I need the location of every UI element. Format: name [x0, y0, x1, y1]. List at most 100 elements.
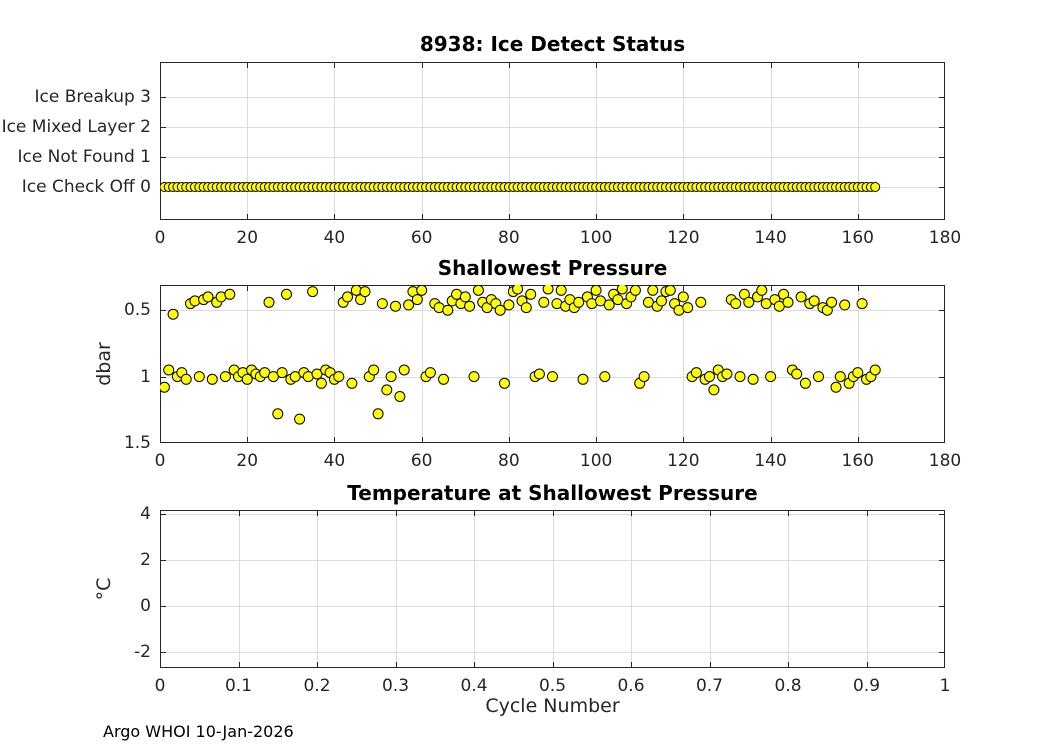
data-point-marker — [765, 371, 777, 383]
data-point-marker — [464, 300, 476, 312]
data-point-marker — [342, 291, 353, 303]
temperature-ylabel: °C — [93, 577, 115, 601]
data-point-marker — [160, 381, 170, 393]
x-tick-label: 160 — [841, 228, 874, 248]
data-point-marker — [870, 182, 881, 192]
data-point-marker — [647, 285, 659, 296]
axes-area-2 — [160, 510, 945, 668]
data-point-marker — [512, 285, 524, 295]
x-tick-label: 20 — [236, 451, 259, 471]
x-tick-label: 60 — [410, 451, 433, 471]
data-point-marker — [472, 285, 484, 296]
data-point-marker — [708, 384, 720, 396]
cycle-number-xlabel: Cycle Number — [485, 695, 620, 717]
x-tick-label: 180 — [928, 451, 962, 471]
data-point-marker — [533, 368, 545, 380]
series-shallowest-pressure-dbar — [160, 285, 881, 425]
y-tick-label: 1 — [140, 366, 151, 387]
x-tick-label: 0.5 — [538, 676, 567, 696]
axes-box — [160, 285, 945, 443]
data-point-marker — [499, 377, 510, 389]
data-point-marker — [538, 296, 550, 308]
data-point-marker — [599, 371, 611, 383]
data-point-marker — [690, 367, 702, 379]
data-point-marker — [503, 299, 515, 311]
data-point-marker — [202, 291, 214, 303]
data-point-marker — [359, 286, 371, 298]
x-tick-label: 140 — [754, 451, 787, 471]
x-tick-label: 1 — [939, 676, 951, 696]
x-tick-label: 160 — [841, 451, 874, 471]
x-tick-label: 120 — [667, 228, 700, 248]
x-tick-label: 0.7 — [695, 676, 724, 696]
data-point-marker — [438, 373, 449, 385]
data-point-marker — [682, 302, 694, 314]
x-tick-label: 0 — [154, 451, 166, 471]
data-point-marker — [442, 304, 454, 316]
data-point-marker — [263, 296, 275, 308]
data-point-marker — [813, 371, 824, 383]
data-point-marker — [677, 291, 689, 303]
x-tick-label: 0.4 — [460, 676, 488, 696]
temperature-title: Temperature at Shallowest Pressure — [347, 481, 758, 505]
x-tick-label: 60 — [410, 228, 433, 248]
data-point-marker — [520, 302, 532, 314]
data-point-marker — [721, 368, 733, 380]
grid-lines — [160, 62, 945, 220]
data-point-marker — [241, 373, 253, 385]
data-point-marker — [376, 298, 388, 310]
x-tick-label: 40 — [323, 228, 346, 248]
x-tick-label: 80 — [498, 228, 520, 248]
data-point-marker — [638, 371, 650, 383]
data-point-marker — [307, 286, 319, 298]
data-point-marker — [276, 367, 288, 379]
shallowest-pressure-title: Shallowest Pressure — [437, 256, 668, 280]
data-point-marker — [695, 296, 707, 308]
axes-box — [160, 510, 945, 668]
data-point-marker — [743, 296, 755, 308]
x-tick-label: 180 — [928, 228, 962, 248]
data-point-marker — [590, 285, 602, 296]
tick-marks — [160, 63, 944, 219]
data-point-marker — [826, 296, 838, 308]
data-point-marker — [394, 391, 406, 402]
data-point-marker — [830, 381, 842, 393]
data-point-marker — [852, 367, 864, 379]
data-point-marker — [224, 288, 236, 300]
x-tick-label: 80 — [498, 451, 520, 471]
x-tick-label: 0 — [154, 676, 166, 696]
data-point-marker — [656, 295, 667, 307]
data-point-marker — [206, 373, 218, 385]
data-point-marker — [403, 299, 415, 311]
data-point-marker — [219, 371, 231, 383]
data-point-marker — [385, 371, 397, 383]
y-tick-label: 1.5 — [123, 433, 151, 453]
grid-lines — [160, 510, 945, 668]
x-tick-label: 0 — [154, 228, 166, 248]
data-point-marker — [808, 295, 820, 307]
data-point-marker — [390, 300, 401, 312]
x-tick-label: 140 — [754, 228, 787, 248]
pressure-ylabel: dbar — [93, 342, 115, 386]
data-point-marker — [542, 285, 554, 295]
y-tick-label: 0.5 — [123, 300, 151, 321]
axes-area-0 — [160, 62, 945, 220]
data-point-marker — [839, 299, 851, 311]
ice-detect-status-title: 8938: Ice Detect Status — [419, 32, 686, 56]
data-point-marker — [372, 408, 384, 420]
data-point-marker — [704, 371, 715, 383]
y-tick-label: -2 — [134, 642, 151, 663]
y-tick-label: 2 — [140, 549, 151, 570]
data-point-marker — [381, 384, 393, 396]
data-point-marker — [629, 285, 641, 296]
data-point-marker — [346, 377, 358, 389]
data-point-marker — [525, 288, 537, 300]
data-point-marker — [573, 296, 585, 308]
data-point-marker — [799, 377, 811, 389]
x-tick-label: 0.8 — [774, 676, 802, 696]
data-point-marker — [869, 364, 881, 376]
y-tick-label: Ice Not Found 1 — [17, 146, 151, 167]
watermark-text: Argo WHOI 10-Jan-2026 — [103, 722, 294, 741]
data-point-marker — [603, 299, 615, 311]
